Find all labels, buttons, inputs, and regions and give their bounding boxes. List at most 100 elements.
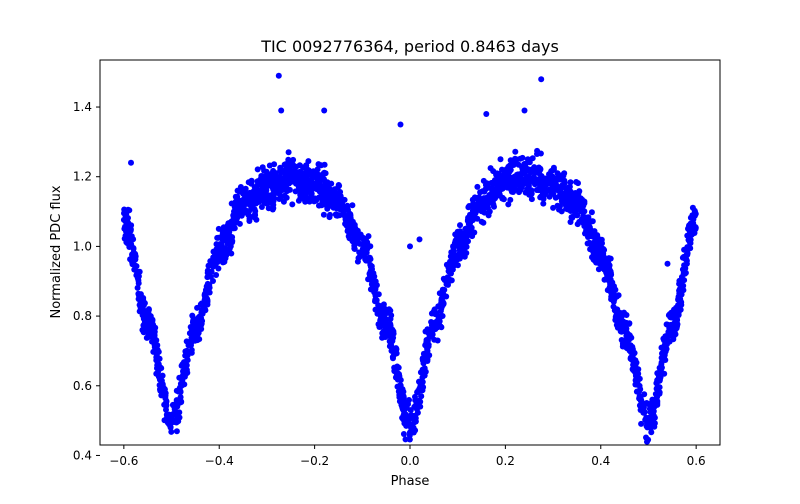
data-point bbox=[536, 184, 543, 191]
data-point bbox=[368, 263, 375, 270]
data-point bbox=[219, 248, 226, 255]
data-point bbox=[615, 292, 622, 299]
data-point bbox=[678, 291, 685, 298]
data-point bbox=[204, 280, 211, 287]
data-point bbox=[346, 210, 353, 217]
data-point bbox=[667, 331, 674, 337]
data-point bbox=[286, 186, 293, 193]
data-point bbox=[228, 200, 235, 207]
data-point bbox=[686, 226, 693, 233]
data-point bbox=[201, 292, 208, 299]
data-point bbox=[662, 343, 669, 350]
data-point bbox=[185, 348, 191, 355]
data-point bbox=[599, 264, 605, 271]
y-tick-label: 1.4 bbox=[73, 100, 92, 114]
data-point bbox=[617, 328, 624, 335]
data-point bbox=[246, 218, 253, 224]
data-point bbox=[493, 193, 500, 200]
data-point bbox=[196, 323, 203, 330]
outlier-point bbox=[321, 107, 328, 114]
outlier-point bbox=[538, 76, 545, 83]
data-point bbox=[272, 190, 279, 197]
data-point bbox=[528, 168, 535, 175]
data-point bbox=[183, 366, 190, 373]
x-tick-label: 0.0 bbox=[400, 454, 419, 468]
data-point bbox=[289, 201, 296, 208]
data-point bbox=[487, 165, 494, 172]
data-point bbox=[377, 306, 384, 313]
data-point bbox=[586, 224, 593, 231]
data-point bbox=[457, 222, 463, 229]
data-point bbox=[316, 177, 323, 184]
data-point bbox=[194, 304, 201, 311]
data-point bbox=[372, 282, 379, 289]
outlier-point bbox=[483, 111, 490, 117]
data-point bbox=[557, 190, 564, 197]
data-point bbox=[277, 164, 284, 171]
data-point bbox=[589, 218, 596, 225]
data-point bbox=[383, 331, 389, 337]
data-point bbox=[416, 397, 423, 404]
data-point bbox=[319, 183, 325, 190]
data-point bbox=[469, 233, 476, 240]
data-point bbox=[512, 148, 519, 155]
data-point bbox=[251, 190, 257, 197]
data-point bbox=[212, 259, 219, 266]
data-point bbox=[293, 163, 299, 170]
data-point bbox=[550, 191, 557, 197]
data-point bbox=[278, 180, 285, 187]
data-point bbox=[374, 310, 381, 317]
data-point bbox=[423, 337, 430, 343]
data-point bbox=[321, 188, 327, 194]
data-point bbox=[187, 324, 194, 330]
data-point bbox=[594, 239, 601, 246]
data-point bbox=[132, 262, 139, 269]
data-point bbox=[225, 227, 232, 234]
data-point bbox=[271, 161, 278, 168]
data-point bbox=[163, 402, 170, 409]
data-point bbox=[311, 173, 318, 180]
data-point bbox=[260, 187, 267, 194]
data-point bbox=[258, 204, 265, 210]
data-point bbox=[428, 319, 435, 325]
data-point bbox=[608, 293, 615, 300]
data-point bbox=[220, 224, 227, 231]
x-tick-label: 0.4 bbox=[591, 454, 610, 468]
data-point bbox=[482, 182, 489, 188]
data-point bbox=[400, 394, 407, 401]
data-point bbox=[254, 166, 261, 173]
data-point bbox=[189, 312, 196, 319]
data-point bbox=[339, 197, 346, 204]
data-point bbox=[538, 173, 545, 179]
data-point bbox=[568, 204, 575, 211]
data-point bbox=[633, 377, 640, 384]
data-point bbox=[228, 250, 235, 257]
data-point bbox=[480, 219, 487, 226]
data-point bbox=[155, 371, 162, 378]
data-point bbox=[125, 231, 132, 238]
data-point bbox=[418, 393, 425, 400]
data-point bbox=[270, 167, 277, 174]
data-point bbox=[472, 208, 479, 215]
data-point bbox=[637, 386, 644, 393]
data-point bbox=[441, 277, 448, 284]
data-point bbox=[290, 178, 296, 185]
data-point bbox=[351, 246, 358, 252]
data-point bbox=[471, 214, 478, 221]
data-point bbox=[375, 291, 382, 298]
data-points bbox=[120, 72, 699, 445]
data-point bbox=[265, 205, 272, 212]
data-point bbox=[351, 235, 358, 242]
data-point bbox=[315, 161, 322, 168]
data-point bbox=[463, 239, 470, 246]
data-point bbox=[457, 245, 464, 252]
data-point bbox=[140, 329, 147, 336]
data-point bbox=[416, 378, 422, 385]
data-point bbox=[213, 241, 220, 248]
data-point bbox=[466, 221, 473, 228]
data-point bbox=[414, 409, 421, 416]
x-tick-label: −0.2 bbox=[300, 454, 329, 468]
data-point bbox=[121, 235, 128, 242]
data-point bbox=[258, 173, 265, 179]
data-point bbox=[542, 179, 549, 185]
